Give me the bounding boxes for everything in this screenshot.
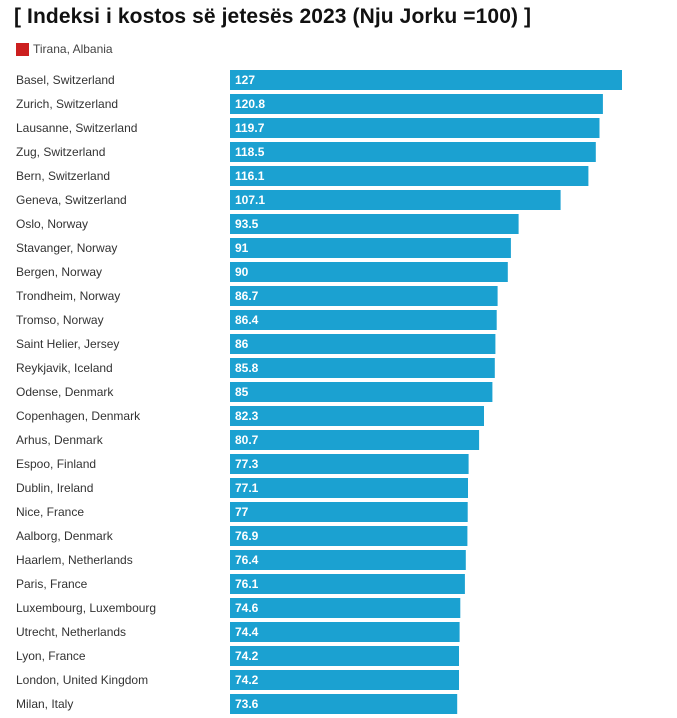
bar[interactable]: [230, 214, 519, 234]
value-label: 74.6: [235, 601, 259, 615]
value-label: 77: [235, 505, 249, 519]
bar[interactable]: [230, 94, 603, 114]
value-label: 77.3: [235, 457, 259, 471]
value-label: 90: [235, 265, 249, 279]
value-label: 74.4: [235, 625, 259, 639]
category-label: Bergen, Norway: [16, 265, 102, 279]
value-label: 76.1: [235, 577, 259, 591]
category-label: Arhus, Denmark: [16, 433, 104, 447]
category-label: Stavanger, Norway: [16, 241, 117, 255]
category-label: Reykjavik, Iceland: [16, 361, 113, 375]
value-label: 85.8: [235, 361, 259, 375]
value-label: 73.6: [235, 697, 259, 711]
category-label: Luxembourg, Luxembourg: [16, 601, 156, 615]
bar[interactable]: [230, 118, 600, 138]
bar[interactable]: [230, 430, 480, 450]
category-label: Copenhagen, Denmark: [16, 409, 141, 423]
value-label: 74.2: [235, 649, 259, 663]
bar[interactable]: [230, 598, 461, 618]
bar[interactable]: [230, 382, 493, 402]
value-label: 86: [235, 337, 249, 351]
category-label: Saint Helier, Jersey: [16, 337, 119, 351]
bar[interactable]: [230, 646, 459, 666]
bar[interactable]: [230, 334, 496, 354]
category-label: Espoo, Finland: [16, 457, 96, 471]
value-label: 74.2: [235, 673, 259, 687]
category-label: Haarlem, Netherlands: [16, 553, 133, 567]
legend-swatch: [16, 42, 29, 56]
category-label: Nice, France: [16, 505, 84, 519]
value-label: 85: [235, 385, 249, 399]
value-label: 77.1: [235, 481, 259, 495]
bar[interactable]: [230, 166, 589, 186]
category-label: Milan, Italy: [16, 697, 73, 711]
value-label: 119.7: [235, 121, 265, 135]
value-label: 82.3: [235, 409, 259, 423]
bar[interactable]: [230, 502, 468, 522]
legend-label: Tirana, Albania: [33, 42, 113, 56]
value-label: 118.5: [235, 145, 265, 159]
bar[interactable]: [230, 238, 511, 258]
bar[interactable]: [230, 190, 561, 210]
value-label: 86.4: [235, 313, 259, 327]
value-label: 120.8: [235, 97, 265, 111]
bar[interactable]: [230, 574, 465, 594]
bar[interactable]: [230, 670, 459, 690]
category-label: Basel, Switzerland: [16, 73, 115, 87]
category-label: Aalborg, Denmark: [16, 529, 114, 543]
chart-title: [ Indeksi i kostos së jetesës 2023 (Nju …: [14, 5, 532, 28]
bar[interactable]: [230, 550, 466, 570]
value-label: 86.7: [235, 289, 259, 303]
category-label: Zug, Switzerland: [16, 145, 105, 159]
category-label: London, United Kingdom: [16, 673, 148, 687]
value-label: 93.5: [235, 217, 259, 231]
legend[interactable]: Tirana, Albania: [16, 42, 113, 56]
bar[interactable]: [230, 454, 469, 474]
bar[interactable]: [230, 622, 460, 642]
bar[interactable]: [230, 142, 596, 162]
category-label: Zurich, Switzerland: [16, 97, 118, 111]
bar[interactable]: [230, 478, 468, 498]
bar[interactable]: [230, 406, 484, 426]
value-label: 91: [235, 241, 249, 255]
category-label: Odense, Denmark: [16, 385, 114, 399]
category-label: Dublin, Ireland: [16, 481, 93, 495]
category-label: Oslo, Norway: [16, 217, 88, 231]
category-label: Trondheim, Norway: [16, 289, 120, 303]
category-label: Lyon, France: [16, 649, 86, 663]
bar[interactable]: [230, 310, 497, 330]
category-label: Lausanne, Switzerland: [16, 121, 137, 135]
bar[interactable]: [230, 70, 622, 90]
bar[interactable]: [230, 358, 495, 378]
category-label: Tromso, Norway: [16, 313, 104, 327]
bar[interactable]: [230, 526, 468, 546]
value-label: 116.1: [235, 169, 265, 183]
value-label: 76.9: [235, 529, 259, 543]
bar[interactable]: [230, 694, 458, 714]
value-label: 80.7: [235, 433, 259, 447]
bar[interactable]: [230, 286, 498, 306]
bar[interactable]: [230, 262, 508, 282]
category-label: Bern, Switzerland: [16, 169, 110, 183]
category-label: Geneva, Switzerland: [16, 193, 127, 207]
category-label: Utrecht, Netherlands: [16, 625, 126, 639]
value-label: 127: [235, 73, 255, 87]
value-label: 107.1: [235, 193, 265, 207]
value-label: 76.4: [235, 553, 259, 567]
category-label: Paris, France: [16, 577, 88, 591]
